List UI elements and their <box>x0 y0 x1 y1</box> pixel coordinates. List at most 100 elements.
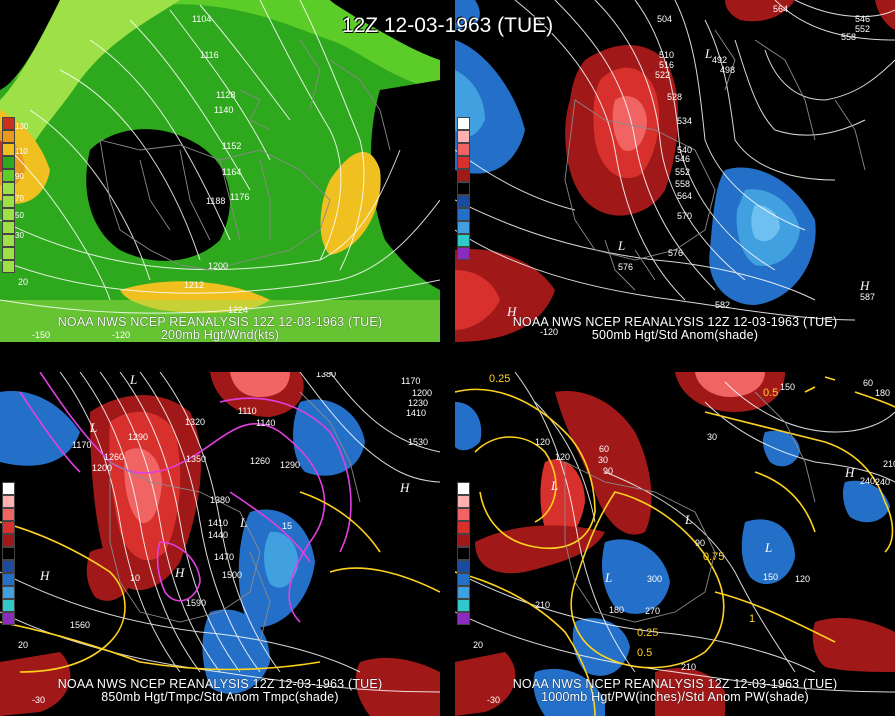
low-marker: L <box>764 540 772 555</box>
contour-label: 1440 <box>208 530 228 540</box>
lon-label-120: -120 <box>112 330 130 340</box>
contour-label-1152: 1152 <box>222 141 241 151</box>
contour-label-1200: 1200 <box>208 261 228 271</box>
contour-label: 558 <box>675 179 690 189</box>
contour-label: 1500 <box>222 570 242 580</box>
high-marker: H <box>399 480 410 495</box>
contour-label: 1470 <box>214 552 234 562</box>
contour-label: 1230 <box>408 398 428 408</box>
contour-label: 558 <box>841 32 856 42</box>
high-marker: H <box>844 465 855 480</box>
contour-label: 498 <box>720 65 735 75</box>
contour-label: 510 <box>659 50 674 60</box>
pw-label: 0.75 <box>703 551 724 563</box>
contour-label: 60 <box>599 444 609 454</box>
map-850mb: 1170 1200 1260 1290 1320 1350 1380 1410 … <box>0 372 440 716</box>
contour-label: 300 <box>647 574 662 584</box>
legend-label: 90 <box>15 172 24 181</box>
panel-caption-line2: 200mb Hgt/Wnd(kts) <box>160 328 280 342</box>
contour-label: 1380 <box>316 372 336 379</box>
contour-label: 180 <box>609 605 624 615</box>
low-marker: L <box>704 46 712 61</box>
contour-label: 576 <box>618 262 633 272</box>
contour-label-1128: 1128 <box>216 90 235 100</box>
contour-label: 552 <box>855 24 870 34</box>
contour-label: 90 <box>695 538 705 548</box>
page-title: 12Z 12-03-1963 (TUE) <box>341 14 554 37</box>
temp-label: 15 <box>282 521 292 531</box>
high-marker: H <box>174 565 185 580</box>
contour-label-1140: 1140 <box>214 105 233 115</box>
contour-label: 552 <box>675 167 690 177</box>
legend-label: 30 <box>15 231 24 240</box>
low-marker: L <box>89 420 97 435</box>
contour-label: 540 <box>677 145 692 155</box>
contour-label: 210 <box>883 459 895 469</box>
contour-label: 1290 <box>128 432 148 442</box>
map-1000mb: 0.25 0.5 120 60 30 90 150 180 210 240 27… <box>455 372 895 716</box>
contour-label-1104: 1104 <box>192 14 211 24</box>
contour-label: 522 <box>655 70 670 80</box>
low-marker: L <box>239 515 247 530</box>
panel-caption-line1: NOAA NWS NCEP REANALYSIS 12Z 12-03-1963 … <box>57 677 383 691</box>
lon-label-150: -150 <box>32 330 50 340</box>
contour-label: 1410 <box>208 518 228 528</box>
contour-label: 150 <box>780 382 795 392</box>
anomaly-legend <box>457 482 471 625</box>
contour-label: 1260 <box>104 452 124 462</box>
panel-1000mb: 0.25 0.5 120 60 30 90 150 180 210 240 27… <box>455 372 895 716</box>
pw-label: 0.25 <box>489 373 510 385</box>
panel-caption-line1: NOAA NWS NCEP REANALYSIS 12Z 12-03-1963 … <box>512 677 838 691</box>
contour-label: 1110 <box>238 406 257 416</box>
contour-label: 1410 <box>406 408 426 418</box>
contour-label-1224: 1224 <box>228 305 248 315</box>
contour-label: 1140 <box>256 418 275 428</box>
contour-label: 576 <box>668 248 683 258</box>
contour-label: 1290 <box>280 460 300 470</box>
contour-label: 1170 <box>401 376 420 386</box>
low-marker: L <box>617 238 625 253</box>
contour-label: 1530 <box>408 437 428 447</box>
contour-label: 240 <box>860 476 875 486</box>
contour-label: 1170 <box>72 440 91 450</box>
contour-label: 120 <box>795 574 810 584</box>
lon-label: -30 <box>32 695 45 705</box>
contour-label: 120 <box>535 437 550 447</box>
pw-label: 1 <box>749 613 755 625</box>
high-marker: H <box>506 304 517 319</box>
contour-label: 180 <box>875 388 890 398</box>
lat-label: 20 <box>473 640 483 650</box>
panel-caption-line2: 500mb Hgt/Std Anom(shade) <box>591 328 759 342</box>
contour-label-1188: 1188 <box>206 196 225 206</box>
panel-850mb: 1170 1200 1260 1290 1320 1350 1380 1410 … <box>0 372 440 716</box>
legend-label: 70 <box>15 194 24 203</box>
low-marker: L <box>684 512 692 527</box>
low-marker: L <box>604 570 612 585</box>
legend-label: 110 <box>15 147 28 156</box>
pw-label: 0.5 <box>637 647 652 659</box>
contour-label-1116: 1116 <box>200 50 219 60</box>
contour-label-1212: 1212 <box>184 280 204 290</box>
contour-label: 90 <box>603 466 613 476</box>
contour-label: 492 <box>712 55 727 65</box>
contour-label: 587 <box>860 292 875 302</box>
contour-label: 1380 <box>210 495 230 505</box>
contour-label: 546 <box>675 154 690 164</box>
contour-label: 240 <box>875 477 890 487</box>
high-marker: H <box>859 278 870 293</box>
contour-label: 1200 <box>412 388 432 398</box>
contour-label: 1200 <box>92 463 112 473</box>
contour-label-1164: 1164 <box>222 167 241 177</box>
temp-label: 10 <box>130 573 140 583</box>
wind-legend: 130 110 90 70 50 30 <box>2 117 28 273</box>
contour-label: 30 <box>707 432 717 442</box>
contour-label: 210 <box>681 662 696 672</box>
panel-500mb: 504 510 516 522 528 534 540 546 552 558 … <box>455 0 895 342</box>
contour-label: 504 <box>657 14 672 24</box>
map-500mb: 504 510 516 522 528 534 540 546 552 558 … <box>455 0 895 342</box>
contour-label: 60 <box>863 378 873 388</box>
contour-label: 582 <box>715 300 730 310</box>
legend-label: 50 <box>15 211 24 220</box>
contour-label: 210 <box>535 600 550 610</box>
low-marker: L <box>550 478 558 493</box>
